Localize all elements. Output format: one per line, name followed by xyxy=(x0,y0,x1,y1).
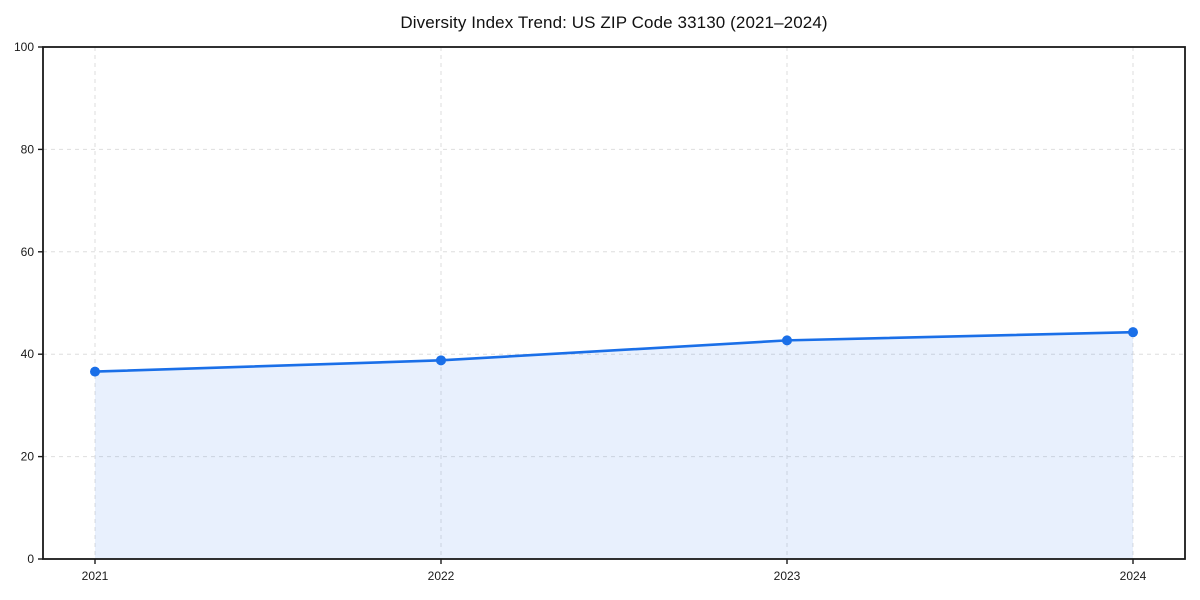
y-tick-label: 0 xyxy=(27,552,34,566)
y-tick-label: 60 xyxy=(21,245,35,259)
x-tick-label: 2021 xyxy=(82,569,109,583)
y-tick-label: 20 xyxy=(21,450,35,464)
x-tick-label: 2024 xyxy=(1120,569,1147,583)
y-tick-label: 40 xyxy=(21,347,35,361)
area-fill xyxy=(95,332,1133,559)
data-point-2023 xyxy=(782,335,792,346)
trend-line xyxy=(93,330,1135,373)
chart-title: Diversity Index Trend: US ZIP Code 33130… xyxy=(400,13,828,32)
data-point-2021 xyxy=(90,366,100,377)
data-point-2024 xyxy=(1128,327,1138,338)
x-tick-label: 2023 xyxy=(774,569,801,583)
x-tick-label: 2022 xyxy=(428,569,455,583)
data-point-2022 xyxy=(436,355,446,366)
y-tick-label: 80 xyxy=(21,142,35,156)
plot-border xyxy=(42,46,1186,560)
y-tick-label: 100 xyxy=(14,40,34,54)
